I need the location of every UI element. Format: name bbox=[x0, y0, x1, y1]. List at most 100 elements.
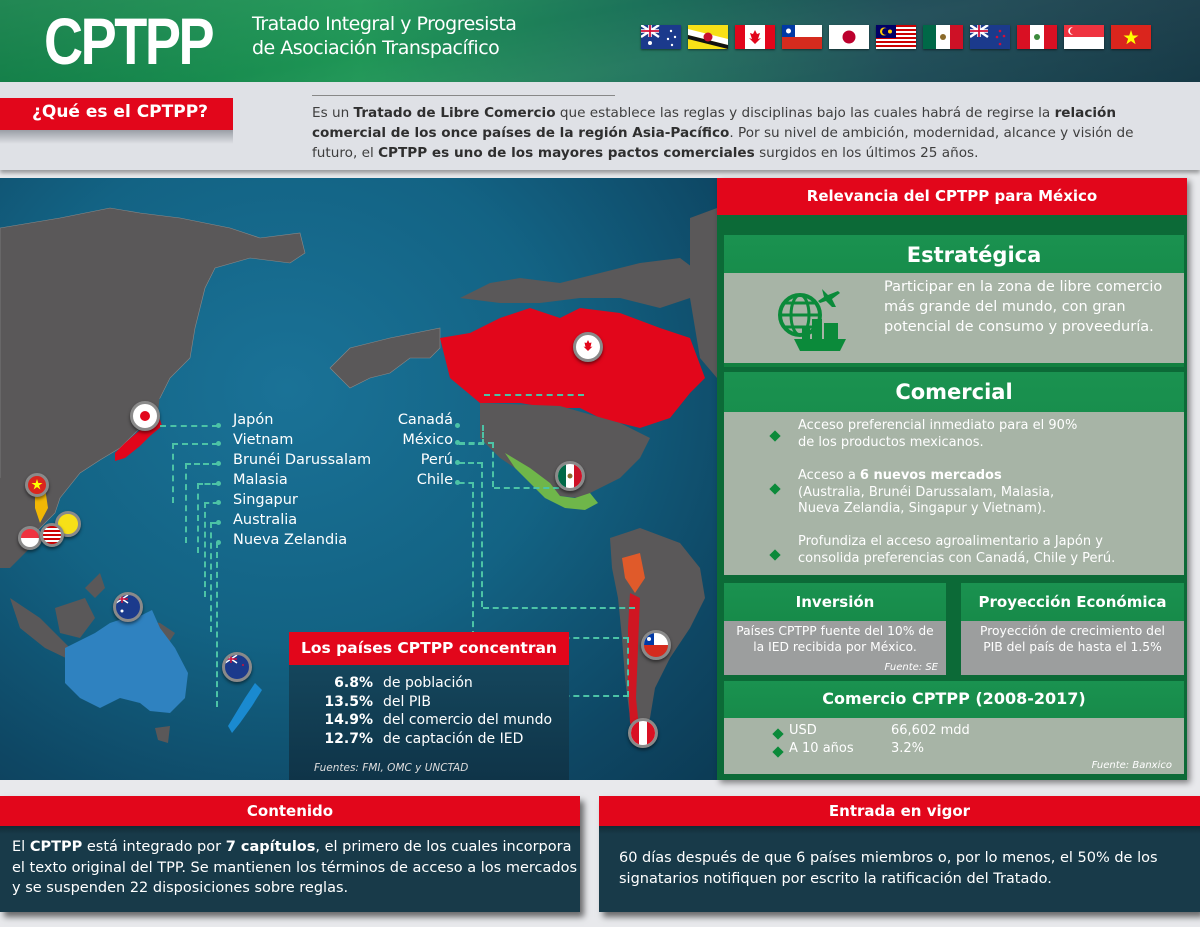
connector-mexico-bottom bbox=[494, 487, 569, 489]
label-mexico: México bbox=[402, 432, 453, 448]
stat-row: 14.9% del comercio del mundo bbox=[324, 712, 553, 728]
bullet-icon bbox=[772, 728, 784, 740]
relevance-title: Relevancia del CPTPP para México bbox=[717, 178, 1187, 215]
header-shadow bbox=[0, 826, 580, 834]
comercial-item-1: Acceso preferencial inmediato para el 90… bbox=[798, 418, 1078, 450]
bullet-icon bbox=[769, 483, 781, 495]
inversion-box: Inversión Países CPTPP fuente del 10% de… bbox=[724, 583, 946, 675]
subtitle-line-1: Tratado Integral y Progresista bbox=[252, 13, 517, 35]
estrategica-box: Estratégica Participar en la zona de lib… bbox=[724, 235, 1184, 367]
flag-canada-icon bbox=[735, 25, 775, 49]
connector-dot bbox=[216, 500, 221, 505]
connector-canada bbox=[459, 425, 484, 445]
comercio-source: Fuente: Banxico bbox=[1091, 760, 1172, 771]
comercial-item-3: Profundiza el acceso agroalimentario a J… bbox=[798, 534, 1116, 566]
pin-peru-icon bbox=[628, 718, 658, 748]
connector-dot bbox=[455, 460, 460, 465]
contenido-title: Contenido bbox=[0, 796, 580, 826]
pin-vietnam-icon bbox=[25, 473, 49, 497]
logo: CPTPP bbox=[44, 4, 215, 78]
stat-row: 13.5% del PIB bbox=[324, 693, 432, 710]
connector-dot bbox=[216, 540, 221, 545]
comercio-label-10y: A 10 años bbox=[789, 741, 854, 756]
estrategica-title: Estratégica bbox=[906, 243, 1042, 267]
connector-dot bbox=[455, 440, 460, 445]
proyeccion-body: Proyección de crecimiento del PIB del pa… bbox=[961, 621, 1184, 675]
flag-new-zealand-icon bbox=[970, 25, 1010, 49]
comercial-body: Acceso preferencial inmediato para el 90… bbox=[724, 412, 1184, 575]
flag-vietnam-icon bbox=[1111, 25, 1151, 49]
connector-dot bbox=[455, 480, 460, 485]
stats-source: Fuentes: FMI, OMC y UNCTAD bbox=[314, 762, 469, 774]
comercial-title: Comercial bbox=[895, 380, 1013, 404]
label-malasia: Malasia bbox=[233, 472, 288, 488]
connector-dot bbox=[216, 481, 221, 486]
label-vietnam: Vietnam bbox=[233, 432, 294, 448]
comercio-box: Comercio CPTPP (2008-2017) USD 66,602 md… bbox=[724, 681, 1184, 774]
connector-canada-top bbox=[484, 394, 584, 396]
contenido-box: Contenido El CPTPP está integrado por 7 … bbox=[0, 796, 580, 912]
label-chile: Chile bbox=[416, 472, 453, 488]
pin-new-zealand-icon bbox=[222, 652, 252, 682]
bullet-icon bbox=[772, 746, 784, 758]
vigor-box: Entrada en vigor 60 días después de que … bbox=[599, 796, 1200, 912]
bullet-icon bbox=[769, 549, 781, 561]
proyeccion-title: Proyección Económica bbox=[978, 593, 1167, 611]
subtitle-line-2: de Asociación Transpacífico bbox=[252, 37, 500, 59]
flag-mexico-icon bbox=[923, 25, 963, 49]
flag-brunei-icon bbox=[688, 25, 728, 49]
relevance-panel: Relevancia del CPTPP para México Estraté… bbox=[717, 178, 1187, 780]
stat-row: 6.8% de población bbox=[334, 675, 473, 691]
label-nueva-zelandia: Nueva Zelandia bbox=[233, 532, 348, 548]
flag-singapore-icon bbox=[1064, 25, 1104, 49]
flag-peru-icon bbox=[1017, 25, 1057, 49]
what-is-cptpp-label: ¿Qué es el CPTPP? bbox=[0, 98, 233, 130]
connector-australia bbox=[210, 522, 218, 632]
connector-dot bbox=[216, 423, 221, 428]
label-shadow bbox=[0, 130, 233, 144]
connector-peru-bottom bbox=[483, 607, 635, 609]
stats-list: 6.8% de población 13.5% del PIB 14.9% del c… bbox=[289, 665, 569, 748]
divider bbox=[312, 95, 615, 96]
connector-nueva-zelandia bbox=[216, 542, 218, 707]
connector-brunei bbox=[185, 463, 218, 543]
comercio-label-usd: USD bbox=[789, 723, 817, 738]
stats-title: Los países CPTPP concentran bbox=[289, 632, 569, 665]
connector-singapur bbox=[204, 502, 218, 597]
inversion-source: Fuente: SE bbox=[884, 662, 938, 673]
pin-canada-icon bbox=[573, 332, 603, 362]
flag-japan-icon bbox=[829, 25, 869, 49]
stats-box: Los países CPTPP concentran 6.8% de pobla… bbox=[289, 632, 569, 780]
comercial-box: Comercial Acceso preferencial inmediato … bbox=[724, 372, 1184, 575]
inversion-body: Países CPTPP fuente del 10% de la IED re… bbox=[724, 621, 946, 675]
connector-dot bbox=[216, 520, 221, 525]
label-australia: Australia bbox=[233, 512, 298, 528]
estrategica-body: Participar en la zona de libre comercio … bbox=[724, 273, 1184, 363]
comercio-value-usd: 66,602 mdd bbox=[891, 723, 970, 738]
comercial-item-2: Acceso a 6 nuevos mercados (Australia, Br… bbox=[798, 468, 1055, 516]
pin-japan-icon bbox=[130, 401, 160, 431]
estrategica-text: Participar en la zona de libre comercio … bbox=[884, 279, 1163, 335]
inversion-text: Países CPTPP fuente del 10% de la IED re… bbox=[736, 624, 934, 654]
connector-vietnam bbox=[172, 443, 218, 503]
label-singapur: Singapur bbox=[233, 492, 298, 508]
connector-peru bbox=[459, 462, 483, 607]
flag-malaysia-icon bbox=[876, 25, 916, 49]
comercio-body: USD 66,602 mdd A 10 años 3.2% Fuente: Ba… bbox=[724, 718, 1184, 774]
comercio-value-10y: 3.2% bbox=[891, 741, 925, 756]
subtitle: Tratado Integral y Progresista de Asocia… bbox=[252, 12, 517, 60]
flag-row bbox=[641, 25, 1151, 49]
header-banner: CPTPP Tratado Integral y Progresista de … bbox=[0, 0, 1200, 82]
connector-malasia bbox=[197, 483, 218, 553]
label-peru: Perú bbox=[420, 452, 453, 468]
pin-australia-icon bbox=[113, 592, 143, 622]
bullet-icon bbox=[769, 430, 781, 442]
stat-row: 12.7% de captación de IED bbox=[324, 730, 524, 747]
connector-chile bbox=[459, 482, 474, 637]
pin-singapore-icon bbox=[18, 526, 42, 550]
globe-ship-plane-icon bbox=[778, 289, 846, 351]
connector-japan bbox=[160, 425, 218, 427]
map-land-shapes bbox=[0, 207, 717, 743]
label-japon: Japón bbox=[233, 412, 274, 428]
connector-dot bbox=[216, 461, 221, 466]
